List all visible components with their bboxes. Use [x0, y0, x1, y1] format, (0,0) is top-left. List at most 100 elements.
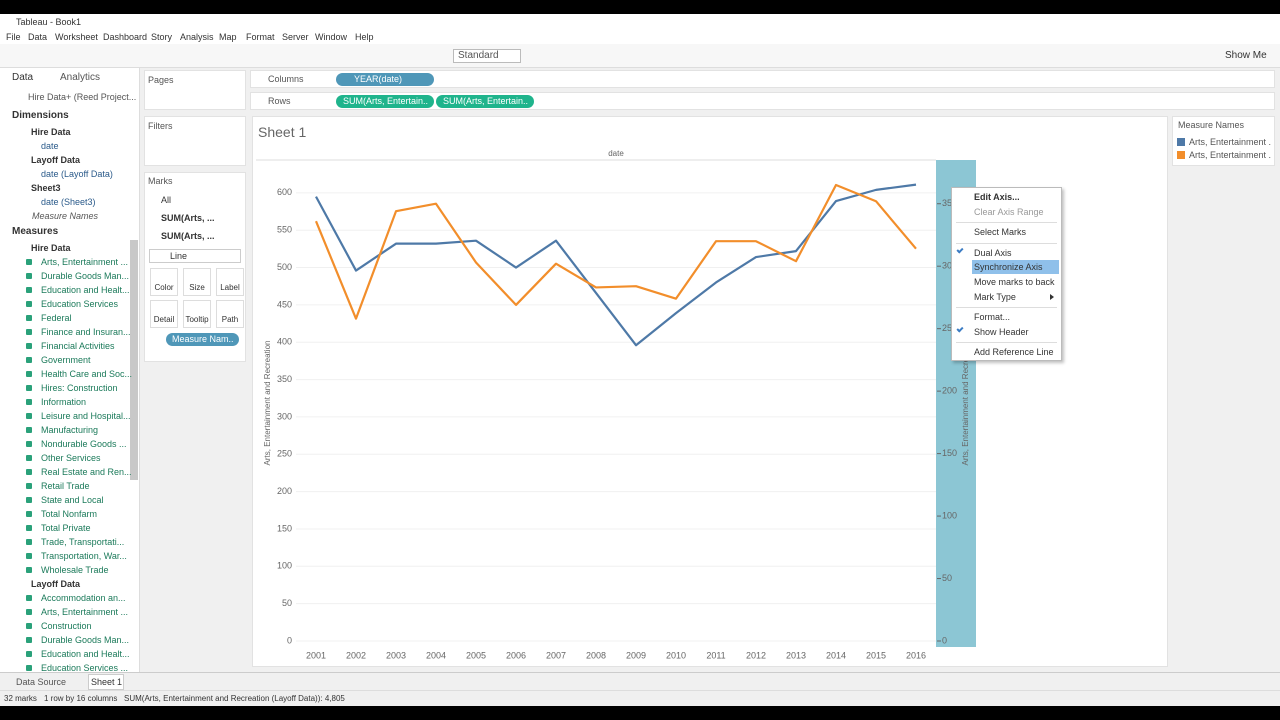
measure-field[interactable]: Financial Activities	[41, 341, 115, 351]
y-tick-label: 100	[277, 561, 292, 571]
measure-field[interactable]: Wholesale Trade	[41, 565, 109, 575]
measure-field[interactable]: Finance and Insuran...	[41, 327, 131, 337]
measure-icon	[26, 539, 32, 545]
column-pill[interactable]	[336, 73, 434, 86]
measure-icon	[26, 315, 32, 321]
menu-item[interactable]: Format	[246, 32, 275, 42]
measure-field[interactable]: Leisure and Hospital...	[41, 411, 131, 421]
menu-item[interactable]: Window	[315, 32, 348, 42]
x-axis-title: date	[608, 149, 624, 158]
marks-button[interactable]	[216, 300, 244, 328]
legend-swatch	[1177, 138, 1185, 146]
menu-bar	[0, 30, 1280, 44]
marks-layer[interactable]: All	[161, 195, 172, 205]
measure-field[interactable]: Real Estate and Ren...	[41, 467, 132, 477]
marks-button[interactable]	[183, 268, 211, 296]
sheet-tab[interactable]: Sheet 1	[91, 677, 123, 687]
scrollbar[interactable]	[130, 240, 138, 480]
pane-tab[interactable]: Data	[12, 72, 34, 83]
menu-item[interactable]: Edit Axis...	[974, 192, 1020, 202]
measure-field[interactable]: Total Private	[41, 523, 91, 533]
measure-field[interactable]: Hires: Construction	[41, 383, 118, 393]
menu-item[interactable]: Mark Type	[974, 291, 1016, 302]
menu-item[interactable]: Data	[28, 32, 48, 42]
marks-button[interactable]	[183, 300, 211, 328]
measure-field[interactable]: Nondurable Goods ...	[41, 439, 127, 449]
measure-field[interactable]: Total Nonfarm	[41, 509, 98, 519]
menu-item[interactable]: Analysis	[180, 32, 214, 42]
measure-field[interactable]: Construction	[41, 621, 92, 631]
y-tick-label: 550	[277, 225, 292, 235]
menu-item[interactable]: Dashboard	[103, 32, 148, 42]
row-pill[interactable]	[436, 95, 534, 108]
measure-icon	[26, 329, 32, 335]
menu-item[interactable]: Synchronize Axis	[974, 262, 1043, 273]
measure-field[interactable]: Arts, Entertainment ...	[41, 257, 129, 267]
measure-field[interactable]: Durable Goods Man...	[41, 635, 130, 645]
menu-separator	[956, 222, 1057, 224]
y-tick-label: 250	[277, 449, 292, 459]
dimension-field[interactable]: date (Sheet3)	[41, 197, 96, 207]
shelf-label: Rows	[268, 96, 291, 106]
measure-field[interactable]: Health Care and Soc...	[41, 369, 133, 379]
marks-button-label: Tooltip	[185, 315, 209, 324]
series-line	[315, 183, 917, 347]
menu-item[interactable]: File	[6, 32, 21, 42]
measure-field[interactable]: Federal	[41, 313, 72, 323]
mark-type[interactable]: Line	[170, 251, 188, 261]
measure-field[interactable]: Education and Healt...	[41, 649, 130, 659]
measure-field[interactable]: Education and Healt...	[41, 285, 130, 295]
measure-field[interactable]: Durable Goods Man...	[41, 271, 130, 281]
pages-shelf	[144, 70, 246, 110]
pane-tab[interactable]: Analytics	[60, 72, 101, 83]
x-tick-label: 2005	[466, 650, 486, 660]
measure-field[interactable]: State and Local	[41, 495, 104, 505]
measure-field[interactable]: Retail Trade	[41, 481, 90, 491]
menu-item[interactable]: Move marks to back	[974, 277, 1055, 287]
view-size-dropdown[interactable]	[453, 49, 521, 63]
menu-item[interactable]: Worksheet	[55, 32, 98, 42]
marks-layer[interactable]: SUM(Arts, ...	[161, 213, 215, 223]
measure-field[interactable]: Education Services	[41, 299, 119, 309]
measure-field[interactable]: Information	[41, 397, 87, 407]
menu-item[interactable]: Server	[282, 32, 309, 42]
measure-names[interactable]: Measure Names	[32, 211, 99, 221]
menu-item[interactable]: Format...	[974, 312, 1011, 323]
measure-field[interactable]: Government	[41, 355, 91, 365]
measure-field[interactable]: Education Services ...	[41, 663, 129, 673]
y2-tick-label: 150	[942, 448, 957, 458]
show-me[interactable]: Show Me	[1225, 50, 1267, 61]
menu-item[interactable]: Dual Axis	[974, 247, 1012, 258]
measure-field[interactable]: Transportation, War...	[41, 551, 127, 561]
table-name: Layoff Data	[31, 155, 81, 165]
menu-item[interactable]: Show Header	[974, 326, 1029, 337]
data-pane	[0, 68, 140, 672]
view-size[interactable]: Standard	[458, 50, 499, 61]
menu-item[interactable]: Select Marks	[974, 227, 1027, 238]
measure-names-pill[interactable]	[166, 333, 239, 346]
menu-item[interactable]: Help	[355, 32, 374, 42]
mark-type-dropdown[interactable]	[149, 249, 241, 263]
measure-field[interactable]: Manufacturing	[41, 425, 99, 435]
menu-item[interactable]: Story	[151, 32, 173, 42]
marks-button[interactable]	[150, 300, 178, 328]
legend-swatch	[1177, 151, 1185, 159]
marks-layer[interactable]: SUM(Arts, ...	[161, 231, 215, 241]
filters-shelf	[144, 116, 246, 166]
active-tab[interactable]	[88, 674, 124, 690]
x-tick-label: 2007	[546, 650, 566, 660]
measure-field[interactable]: Trade, Transportati...	[41, 537, 125, 547]
menu-item[interactable]: Add Reference Line	[974, 347, 1054, 358]
row-pill[interactable]	[336, 95, 434, 108]
marks-button[interactable]	[150, 268, 178, 296]
sheet-tab[interactable]: Data Source	[16, 677, 67, 687]
menu-item[interactable]: Map	[219, 32, 237, 42]
measure-field[interactable]: Other Services	[41, 453, 101, 463]
dimension-field[interactable]: date	[41, 141, 59, 151]
measure-field[interactable]: Arts, Entertainment ...	[41, 607, 129, 617]
measure-field[interactable]: Accommodation an...	[41, 593, 126, 603]
marks-button[interactable]	[216, 268, 244, 296]
status-text: 1 row by 16 columns	[44, 694, 118, 703]
dimension-field[interactable]: date (Layoff Data)	[41, 169, 113, 179]
measure-icon	[26, 273, 32, 279]
